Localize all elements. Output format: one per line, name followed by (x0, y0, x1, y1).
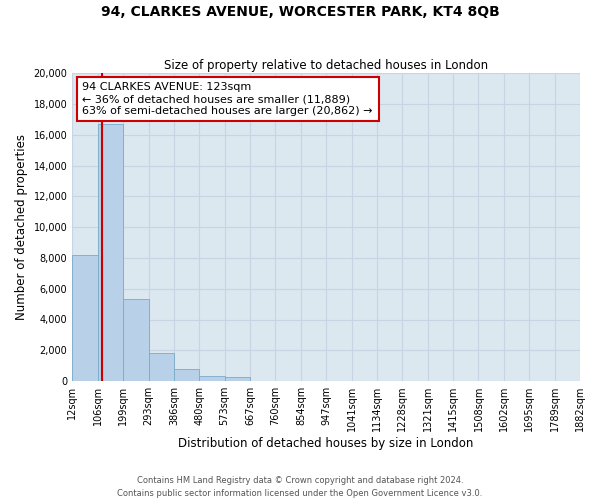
Title: Size of property relative to detached houses in London: Size of property relative to detached ho… (164, 59, 488, 72)
Bar (123, 300, 149, 381)
Bar (98, 124, 123, 381)
Y-axis label: Number of detached properties: Number of detached properties (15, 134, 28, 320)
Bar (174, 369, 199, 381)
Text: 94 CLARKES AVENUE: 123sqm
← 36% of detached houses are smaller (11,889)
63% of s: 94 CLARKES AVENUE: 123sqm ← 36% of detac… (82, 82, 373, 116)
Text: Contains HM Land Registry data © Crown copyright and database right 2024.
Contai: Contains HM Land Registry data © Crown c… (118, 476, 482, 498)
Bar (199, 376, 224, 381)
X-axis label: Distribution of detached houses by size in London: Distribution of detached houses by size … (178, 437, 474, 450)
Bar (149, 354, 174, 381)
Bar (72, 255, 98, 381)
Bar (224, 377, 250, 381)
Text: 94, CLARKES AVENUE, WORCESTER PARK, KT4 8QB: 94, CLARKES AVENUE, WORCESTER PARK, KT4 … (101, 5, 499, 19)
